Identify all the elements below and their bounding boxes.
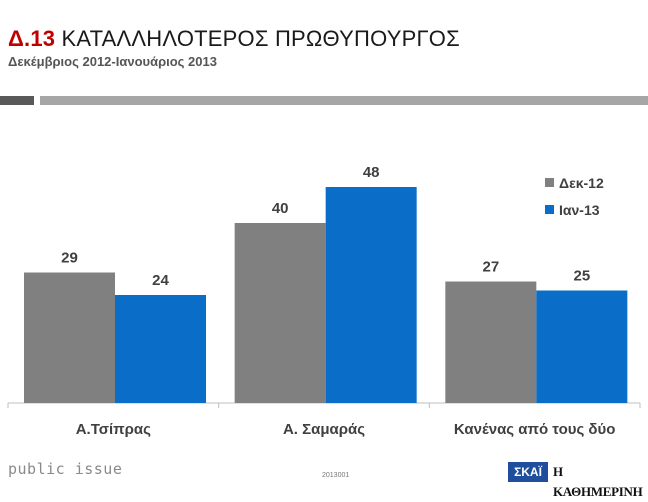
data-label: 25 (573, 268, 590, 285)
title-text: ΚΑΤΑΛΛΗΛΟΤΕΡΟΣ ΠΡΩΘΥΠΟΥΡΓΟΣ (61, 26, 460, 51)
title-code: Δ.13 (8, 26, 56, 51)
legend-label: Ιαν-13 (559, 202, 600, 218)
skai-logo: ΣΚΑΪ (508, 462, 548, 482)
chart-title: Δ.13 ΚΑΤΑΛΛΗΛΟΤΕΡΟΣ ΠΡΩΘΥΠΟΥΡΓΟΣ (8, 26, 460, 52)
legend-label: Δεκ-12 (559, 175, 604, 191)
category-label: Α. Σαμαράς (283, 421, 365, 438)
bar-chart: 29 24 Α.Τσίπρας 40 48 Α. Σαμαράς 27 25 Κανένας α… (7, 164, 641, 438)
public-issue-brand: public issue (8, 460, 123, 478)
category-label: Κανένας από τους δύο (454, 421, 616, 438)
title-block: Δ.13 ΚΑΤΑΛΛΗΛΟΤΕΡΟΣ ΠΡΩΘΥΠΟΥΡΓΟΣ Δεκέμβρ… (8, 26, 460, 69)
bar-dec12 (445, 281, 537, 403)
data-label: 40 (272, 200, 289, 217)
legend-swatch (545, 205, 554, 214)
bar-jan13 (325, 187, 417, 403)
kathimerini-logo: Η ΚΑΘΗΜΕΡΙΝΗ (553, 464, 643, 499)
bar-jan13 (536, 290, 628, 403)
data-label: 24 (152, 272, 169, 289)
bar-jan13 (115, 295, 206, 403)
category-label: Α.Τσίπρας (76, 421, 151, 438)
data-label: 27 (482, 259, 499, 276)
legend-swatch (545, 178, 554, 187)
data-label: 48 (363, 164, 380, 181)
footer-code: 2013001 (322, 472, 350, 479)
header-rule-dark (0, 96, 34, 105)
data-label: 29 (61, 250, 78, 267)
bar-dec12 (24, 272, 115, 403)
bar-dec12 (234, 223, 326, 403)
chart-subtitle: Δεκέμβριος 2012-Ιανουάριος 2013 (8, 54, 217, 69)
header-rule-light (40, 96, 648, 105)
